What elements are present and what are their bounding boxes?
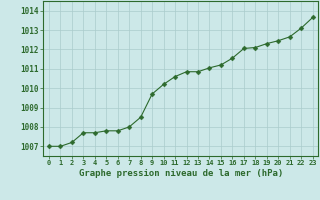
X-axis label: Graphe pression niveau de la mer (hPa): Graphe pression niveau de la mer (hPa) bbox=[79, 169, 283, 178]
